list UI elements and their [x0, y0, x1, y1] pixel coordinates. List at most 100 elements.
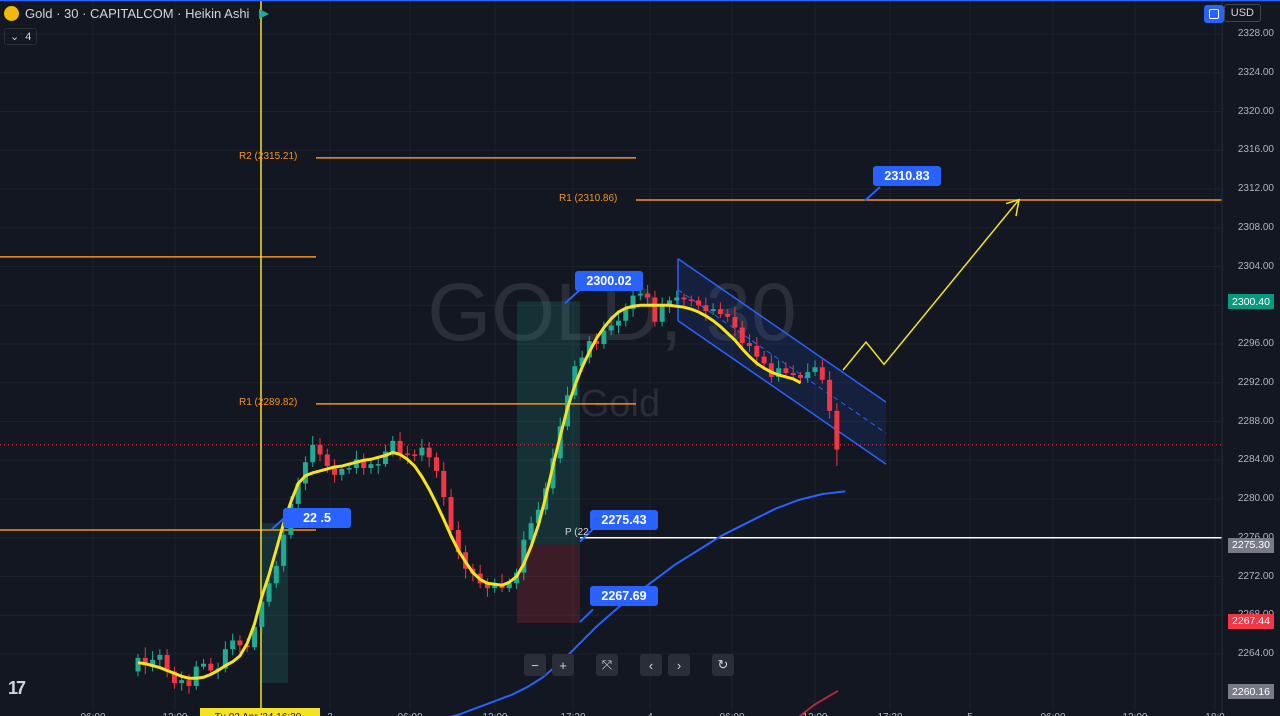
- y-tick-label: 2320.00: [1237, 105, 1274, 117]
- x-tick-label: 17:30: [877, 712, 902, 716]
- candle-body: [390, 440, 396, 452]
- pivot-label: R1 (2310.86): [559, 193, 618, 205]
- currency-button[interactable]: USD: [1223, 4, 1261, 22]
- candle-body: [739, 327, 745, 344]
- candle-body: [615, 320, 621, 326]
- y-tick-label: 2276.00: [1238, 532, 1274, 543]
- candle-body: [681, 297, 687, 300]
- y-tick-label: 2284.00: [1237, 454, 1274, 466]
- chart-title[interactable]: Gold · 30 · CAPITALCOM · Heikin Ashi: [25, 6, 250, 21]
- nav-separator: [624, 654, 634, 676]
- price-tag: 2275.30: [1228, 537, 1274, 553]
- price-tag: 2267.44: [1228, 613, 1274, 629]
- candle-body: [783, 368, 789, 374]
- candle-body: [150, 659, 156, 666]
- candle-body: [768, 363, 774, 377]
- candle-body: [339, 468, 345, 475]
- gold-symbol-icon: [4, 6, 19, 21]
- candle-body: [630, 295, 636, 310]
- candle-body: [812, 367, 818, 373]
- x-tick-label: 3: [327, 712, 333, 716]
- chart-navigation: − + ⤧ ‹ › ↻: [524, 654, 734, 676]
- projection-arrowhead: [1005, 198, 1020, 217]
- candle-body: [295, 483, 301, 504]
- candle-body: [776, 368, 782, 377]
- candle-body: [834, 410, 840, 450]
- candle-body: [302, 462, 308, 484]
- x-tick-label: 06:00: [1040, 712, 1065, 716]
- pivot-label: R1 (2289.82): [239, 396, 298, 408]
- sync-icon[interactable]: [1204, 5, 1224, 23]
- candle-body: [281, 534, 287, 566]
- tradingview-logo-icon: 17: [8, 678, 26, 698]
- chart-header: Gold · 30 · CAPITALCOM · Heikin Ashi: [4, 6, 270, 21]
- zoom-out-button[interactable]: −: [524, 654, 546, 676]
- y-tick-label: 2264.00: [1237, 648, 1274, 659]
- pivot-lines: [0, 0, 1222, 710]
- x-tick-label: 12:00: [162, 712, 187, 716]
- x-tick-label: 12:00: [482, 712, 507, 716]
- candle-body: [419, 447, 425, 456]
- flag-icon[interactable]: [259, 8, 270, 19]
- candle-body: [412, 454, 418, 456]
- candle-body: [266, 583, 272, 602]
- callout-pointer: [564, 289, 581, 305]
- x-tick-label: 06:00: [719, 712, 744, 716]
- candle-body: [666, 300, 672, 305]
- y-tick-label: 2324.00: [1237, 66, 1274, 78]
- candle-body: [659, 304, 665, 322]
- candle-body: [528, 523, 534, 540]
- candle-body: [725, 313, 731, 317]
- candle-body: [623, 309, 629, 321]
- candle-body: [601, 330, 607, 344]
- candle-body: [237, 640, 243, 646]
- candle-body: [397, 440, 403, 454]
- y-tick-label: 2308.00: [1237, 221, 1274, 233]
- channel-upper-line: [677, 258, 887, 403]
- chevron-down-icon: ⌄: [10, 31, 20, 43]
- candle-body: [674, 297, 680, 301]
- candle-body: [404, 453, 410, 455]
- candle-body: [797, 375, 803, 378]
- descending-channel: [677, 258, 887, 465]
- y-tick-label: 2288.00: [1237, 415, 1274, 427]
- candle-body: [579, 357, 585, 367]
- channel-mid-line: [677, 289, 887, 434]
- candle-body: [361, 459, 367, 468]
- zoom-in-button[interactable]: +: [552, 654, 574, 676]
- candle-body: [455, 530, 461, 553]
- reset-scale-button[interactable]: ⤧: [596, 654, 618, 676]
- candle-body: [790, 373, 796, 375]
- trade-zones: [262, 301, 580, 684]
- candle-body: [193, 666, 199, 686]
- candle-body: [368, 464, 374, 468]
- candle-body: [171, 671, 177, 684]
- candle-body: [208, 663, 214, 671]
- candle-body: [251, 626, 257, 648]
- callout-pointer: [579, 608, 594, 623]
- price-tag: 2260.16: [1228, 684, 1274, 700]
- callout-pointer: [864, 186, 881, 202]
- refresh-button[interactable]: ↻: [712, 654, 734, 676]
- scroll-forward-button[interactable]: ›: [668, 654, 690, 676]
- ma-slow-line: [449, 490, 846, 716]
- candle-body: [754, 345, 760, 357]
- indicator-toggle[interactable]: ⌄ 4: [4, 28, 38, 45]
- date-marker-box: [200, 708, 320, 716]
- scroll-back-button[interactable]: ‹: [640, 654, 662, 676]
- candle-body: [142, 657, 148, 666]
- y-tick-label: 2296.00: [1237, 338, 1274, 349]
- drawings: [271, 186, 1020, 623]
- candle-body: [259, 601, 265, 627]
- callout-label: 2300.02: [575, 271, 643, 291]
- candle-body: [805, 372, 811, 378]
- candle-body: [383, 451, 389, 465]
- callout-label: 2267.69: [590, 586, 658, 606]
- ma-third-line: [798, 689, 839, 716]
- channel-lower-line: [677, 320, 887, 465]
- candle-body: [441, 470, 447, 498]
- y-tick-label: 2316.00: [1237, 144, 1274, 156]
